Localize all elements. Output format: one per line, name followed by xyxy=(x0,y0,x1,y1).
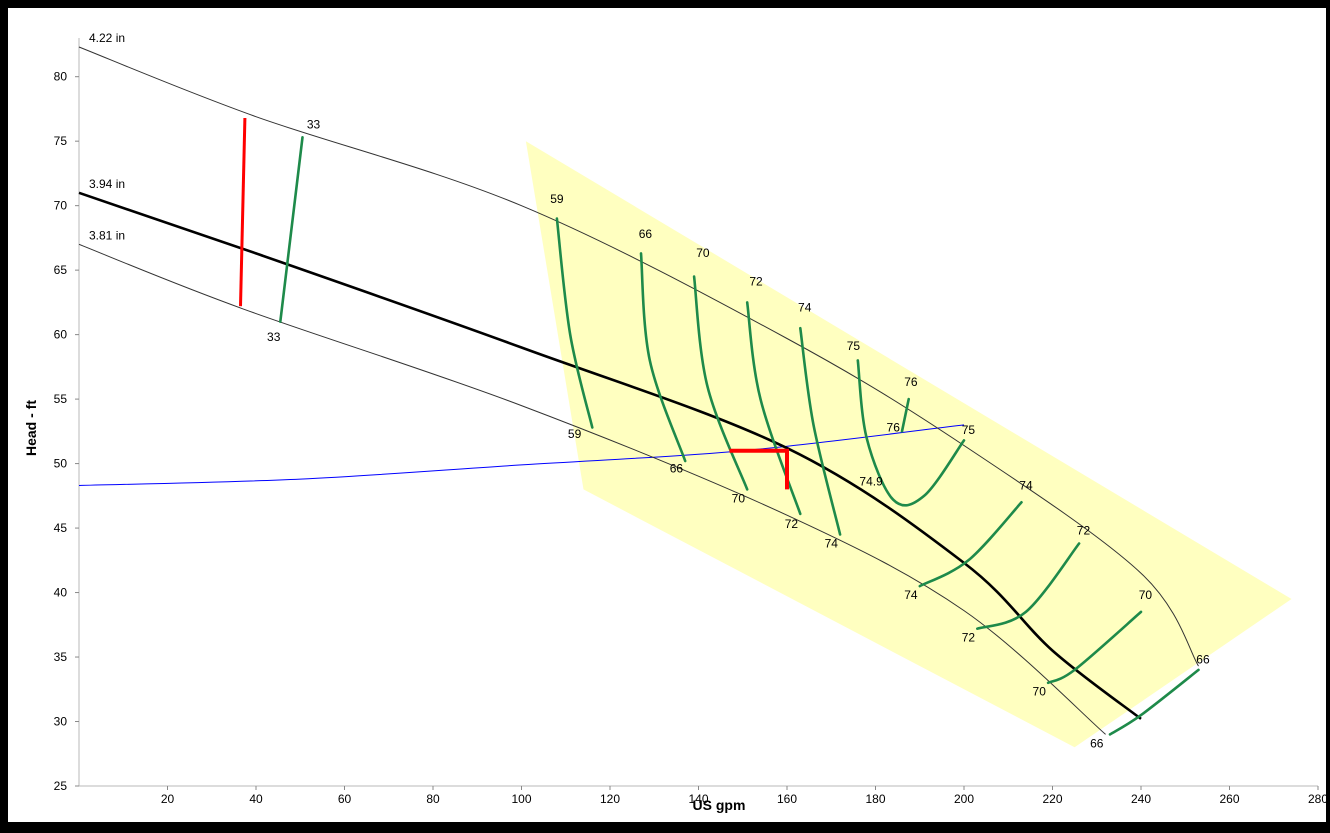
efficiency-label: 74 xyxy=(825,536,839,550)
efficiency-line xyxy=(900,397,910,433)
y-tick-label: 40 xyxy=(54,586,68,600)
y-tick-label: 35 xyxy=(54,650,68,664)
preferred-operating-region xyxy=(525,141,1292,748)
y-tick-label: 75 xyxy=(54,134,68,148)
impeller-curve xyxy=(78,243,1106,735)
efficiency-label: 66 xyxy=(670,462,684,476)
y-tick-label: 60 xyxy=(54,328,68,342)
efficiency-label: 74.9 xyxy=(859,475,883,489)
efficiency-line xyxy=(639,252,687,463)
efficiency-label: 70 xyxy=(732,491,746,505)
efficiency-line xyxy=(856,359,966,507)
x-tick-label: 180 xyxy=(865,792,885,806)
efficiency-label: 74 xyxy=(1019,478,1033,492)
impeller-diameter-label: 4.22 in xyxy=(89,31,125,45)
x-tick-label: 40 xyxy=(249,792,263,806)
x-tick-label: 80 xyxy=(426,792,440,806)
y-tick-label: 80 xyxy=(54,70,68,84)
curve-labels: 4.22 in 3.94 in 3.81 in 33 33 59 59 66 66 70 70 72 7… xyxy=(89,31,1210,750)
efficiency-label: 74 xyxy=(798,300,812,314)
efficiency-label: 33 xyxy=(267,330,281,344)
duty-point-marker xyxy=(729,448,789,490)
efficiency-label: 74 xyxy=(904,588,918,602)
y-axis-label: Head - ft xyxy=(23,400,39,456)
efficiency-lines xyxy=(279,136,1200,736)
efficiency-line xyxy=(1108,668,1200,736)
x-tick-label: 200 xyxy=(954,792,974,806)
efficiency-label: 70 xyxy=(1033,685,1047,699)
x-tick-label: 100 xyxy=(511,792,531,806)
efficiency-line xyxy=(799,326,842,536)
x-tick-label: 260 xyxy=(1219,792,1239,806)
x-tick-label: 240 xyxy=(1131,792,1151,806)
system-curve xyxy=(78,424,965,486)
efficiency-label: 59 xyxy=(550,192,564,206)
x-tick-label: 120 xyxy=(600,792,620,806)
x-axis-label: US gpm xyxy=(693,797,746,813)
efficiency-label: 70 xyxy=(696,246,710,260)
markers xyxy=(239,117,789,490)
efficiency-label: 75 xyxy=(962,423,976,437)
x-tick-label: 140 xyxy=(688,792,708,806)
x-tick-label: 280 xyxy=(1308,792,1326,806)
npsh-limit-marker xyxy=(239,117,247,307)
efficiency-label: 76 xyxy=(887,420,901,434)
chart-frame: 20 40 60 80 100 120 140 160 180 200 220 240 260 280 25… xyxy=(8,8,1326,822)
y-tick-label: 50 xyxy=(54,457,68,471)
efficiency-line xyxy=(279,136,304,323)
y-tick-label: 55 xyxy=(54,392,68,406)
efficiency-label: 76 xyxy=(904,375,918,389)
preferred-region-polygon xyxy=(525,141,1292,748)
efficiency-line xyxy=(555,217,594,429)
y-tick-label: 70 xyxy=(54,199,68,213)
y-tick-label: 65 xyxy=(54,263,68,277)
y-tick-label: 30 xyxy=(54,715,68,729)
x-tick-label: 220 xyxy=(1042,792,1062,806)
efficiency-label: 72 xyxy=(785,517,799,531)
efficiency-line xyxy=(1046,610,1143,685)
efficiency-label: 66 xyxy=(639,227,653,241)
efficiency-label: 72 xyxy=(1077,524,1091,538)
selected-impeller-curve xyxy=(78,191,1142,720)
system-curves xyxy=(78,424,965,486)
efficiency-label: 75 xyxy=(847,339,861,353)
efficiency-line xyxy=(976,542,1081,630)
efficiency-label: 66 xyxy=(1090,736,1104,750)
efficiency-line xyxy=(692,275,749,491)
impeller-diameter-label: 3.94 in xyxy=(89,177,125,191)
efficiency-label: 59 xyxy=(568,427,582,441)
x-tick-label: 20 xyxy=(161,792,175,806)
efficiency-label: 72 xyxy=(749,275,763,289)
efficiency-label: 70 xyxy=(1139,588,1153,602)
impeller-diameter-label: 3.81 in xyxy=(89,228,125,242)
pump-curve-chart: 20 40 60 80 100 120 140 160 180 200 220 240 260 280 25… xyxy=(23,31,1326,813)
axes: 20 40 60 80 100 120 140 160 180 200 220 240 260 280 25… xyxy=(54,38,1326,806)
x-tick-label: 60 xyxy=(338,792,352,806)
efficiency-label: 33 xyxy=(307,117,321,131)
efficiency-label: 72 xyxy=(962,631,976,645)
efficiency-line xyxy=(918,501,1023,588)
efficiency-line xyxy=(745,301,802,516)
y-tick-label: 25 xyxy=(54,779,68,793)
efficiency-label: 66 xyxy=(1196,652,1210,666)
y-tick-label: 45 xyxy=(54,521,68,535)
x-tick-label: 160 xyxy=(777,792,797,806)
